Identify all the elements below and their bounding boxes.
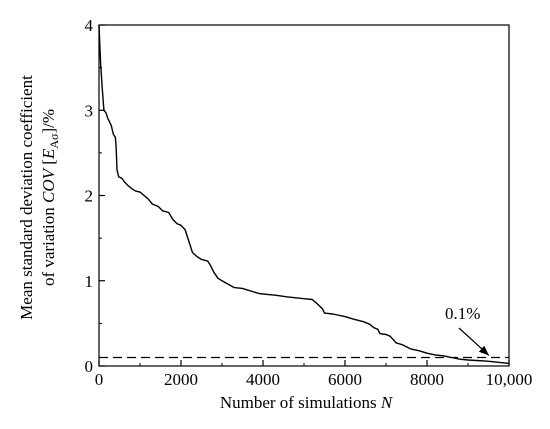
x-tick-label: 0 (95, 370, 104, 389)
x-axis-label: Number of simulations N (220, 393, 394, 412)
y-axis-label-line2: of variation COV [EAσ]/% (39, 109, 61, 286)
x-tick-label: 6000 (328, 370, 362, 389)
x-tick-label: 2000 (164, 370, 198, 389)
y-tick-label: 4 (85, 16, 94, 35)
ticks-layer: 0 2000 4000 6000 8000 10,000 0 1 2 3 4 (85, 16, 533, 389)
series-line (98, 24, 510, 365)
x-tick-label: 10,000 (486, 370, 533, 389)
y-tick-label: 2 (85, 187, 94, 206)
x-tick-label: 4000 (246, 370, 280, 389)
y-tick-label: 1 (85, 272, 94, 291)
threshold-label: 0.1% (445, 304, 480, 323)
y-axis-label-line1: Mean standard deviation coefficient (17, 75, 36, 320)
y-axis-label: Mean standard deviation coefficient of v… (17, 75, 61, 320)
annotation-arrow-head (478, 345, 489, 356)
y-tick-label: 3 (85, 101, 94, 120)
x-tick-label: 8000 (410, 370, 444, 389)
y-tick-label: 0 (85, 357, 94, 376)
